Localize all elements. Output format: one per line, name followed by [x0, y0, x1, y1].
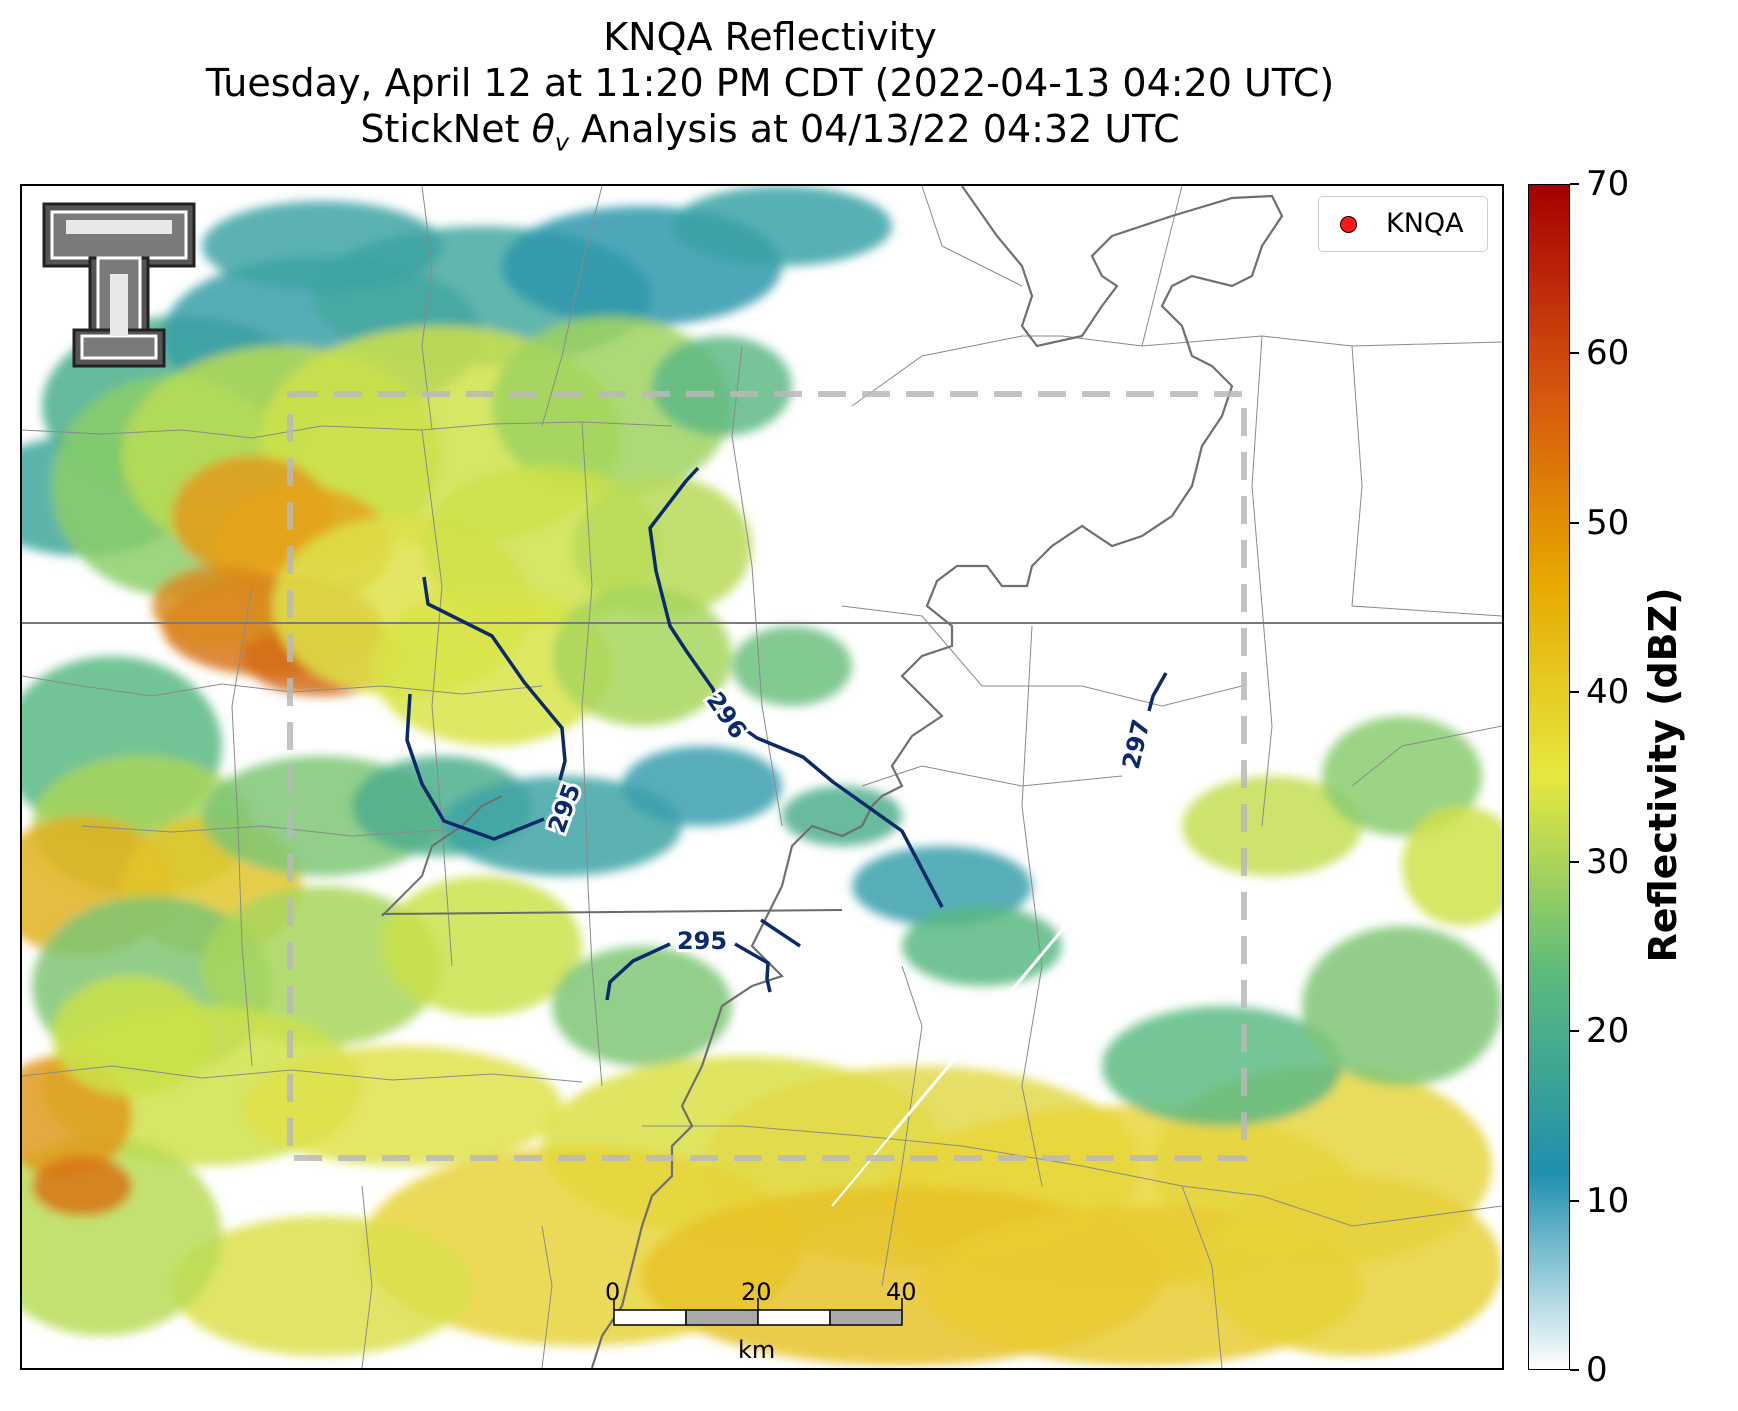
colorbar-tick-label: 30 — [1586, 841, 1630, 882]
colorbar — [1528, 184, 1570, 1370]
river — [590, 186, 1284, 1368]
echo-region — [32, 1156, 132, 1216]
radar-map[interactable]: 295 296 295 297 — [20, 184, 1504, 1370]
title-radar: KNQA Reflectivity — [603, 15, 937, 59]
theta-symbol: θ — [531, 107, 555, 151]
scale-label-40: 40 — [886, 1278, 917, 1306]
colorbar-tick-label: 0 — [1586, 1350, 1608, 1390]
contour-label-297: 297 — [1117, 717, 1156, 772]
state-line-south — [381, 909, 843, 915]
legend-label: KNQA — [1386, 208, 1464, 239]
echo-region — [442, 776, 682, 876]
colorbar-tick-label: 10 — [1586, 1180, 1630, 1221]
colorbar-tick — [1570, 691, 1579, 694]
echo-region — [672, 186, 892, 266]
contour-297 — [1147, 672, 1168, 712]
echo-region — [152, 566, 292, 646]
contour-296 — [648, 466, 944, 908]
colorbar-tick-label: 70 — [1586, 164, 1630, 204]
colorbar-tick — [1570, 521, 1579, 524]
echo-region — [552, 586, 732, 726]
beam-blockage-line-2 — [831, 1133, 893, 1207]
scale-bar — [613, 1298, 903, 1326]
colorbar-tick — [1570, 183, 1579, 185]
colorbar-tick-label: 50 — [1586, 502, 1630, 543]
echo-region — [52, 976, 212, 1096]
echo-region — [1202, 1176, 1502, 1356]
contour-295-south — [605, 942, 671, 1001]
analysis-domain-box — [287, 391, 1247, 1161]
contour-295-north-west — [405, 693, 545, 841]
echo-region — [202, 886, 442, 1046]
echo-region — [572, 476, 752, 616]
echo-region — [1302, 926, 1502, 1086]
echo-region — [1402, 806, 1502, 926]
echo-region — [1182, 776, 1362, 876]
scale-segment-3 — [757, 1309, 831, 1326]
title-time: Tuesday, April 12 at 11:20 PM CDT (2022-… — [205, 61, 1335, 105]
theta-v-contours — [405, 466, 1168, 1001]
echo-region — [382, 876, 582, 1016]
echo-region — [652, 336, 792, 436]
colorbar-tick — [1570, 1369, 1579, 1371]
reflectivity-echoes — [22, 186, 1502, 1366]
map-canvas: 295 296 295 297 — [22, 186, 1502, 1368]
colorbar-tick — [1570, 1199, 1579, 1202]
echo-region — [242, 1046, 562, 1166]
echo-region — [172, 1216, 472, 1356]
colorbar-tick-label: 60 — [1586, 333, 1630, 374]
title-block: KNQA Reflectivity Tuesday, April 12 at 1… — [20, 14, 1520, 166]
title-analysis: StickNet θv Analysis at 04/13/22 04:32 U… — [20, 106, 1520, 166]
title-analysis-suffix: Analysis at 04/13/22 04:32 UTC — [569, 107, 1180, 151]
echo-region — [202, 201, 442, 291]
contour-295-south-east — [734, 942, 772, 993]
echo-region — [1102, 1006, 1342, 1126]
colorbar-tick-label: 40 — [1586, 672, 1630, 713]
echo-region — [552, 946, 732, 1066]
scale-segment-4 — [829, 1309, 903, 1326]
colorbar-tick-label: 20 — [1586, 1011, 1630, 1052]
radar-site-marker-icon — [1340, 216, 1357, 233]
echo-region — [782, 786, 902, 846]
echo-region — [1322, 716, 1482, 836]
theta-subscript: v — [554, 128, 570, 157]
colorbar-title: Reflectivity (dBZ) — [1641, 587, 1685, 963]
beam-blockage-line — [890, 905, 1084, 1135]
colorbar-tick — [1570, 352, 1579, 355]
contour-label-295-south: 295 — [677, 927, 727, 955]
scale-segment-1 — [613, 1309, 687, 1326]
title-analysis-prefix: StickNet — [360, 107, 532, 151]
contour-296-south — [760, 918, 801, 948]
river-west — [381, 795, 503, 917]
state-county-borders — [22, 186, 1502, 1368]
texas-tech-logo — [42, 202, 196, 368]
echo-region — [732, 626, 852, 706]
colorbar-tick — [1570, 1030, 1579, 1033]
echo-region — [852, 846, 1032, 926]
echo-region — [622, 746, 782, 826]
scale-label-0: 0 — [605, 1278, 621, 1306]
contour-295-north — [422, 576, 567, 781]
scale-segment-2 — [685, 1309, 759, 1326]
colorbar-tick — [1570, 860, 1579, 863]
scale-unit: km — [738, 1336, 776, 1364]
echo-region — [902, 906, 1062, 986]
scale-label-20: 20 — [741, 1278, 772, 1306]
